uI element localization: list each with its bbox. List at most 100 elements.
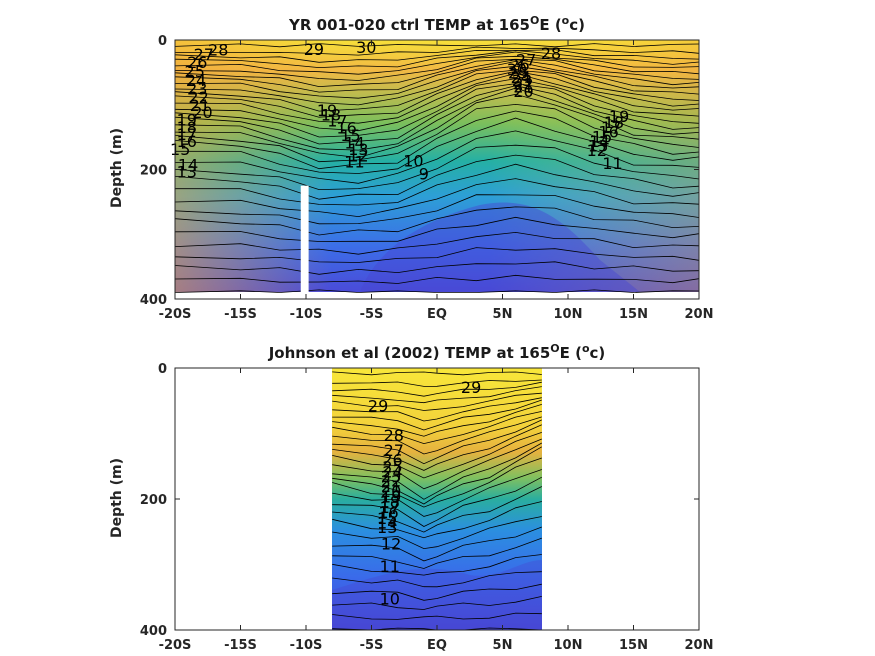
bottom-contour-line [332,419,542,465]
top-contour-label: 17 [601,118,621,137]
top-contour-line [175,50,699,69]
top-contour-line [175,261,699,275]
top-x-tick-label: 10N [554,307,583,322]
top-contour-line [175,65,699,106]
bottom-contour-line [332,381,542,397]
bottom-x-tick-label: 15N [619,638,648,653]
bottom-contour-label: 16 [378,503,398,522]
top-x-tick-label: -20S [159,307,192,322]
top-contour-line [175,93,699,159]
top-contour-line [175,83,699,138]
top-contour-line [175,85,699,145]
top-contour-label: 23 [187,80,207,99]
top-contour-line [175,206,699,236]
top-y-tick-label: 200 [140,164,167,179]
bottom-contour-label: 13 [377,518,397,537]
bottom-contour-line [332,526,542,562]
top-contour-line [175,59,699,93]
top-x-tick-label: EQ [427,307,447,322]
bottom-axes: -20S -15S -10S -5S EQ 5N 10N 15N 20N 0 200 400 [140,362,714,653]
top-contour-label: 30 [507,60,527,79]
top-contour-line [175,274,699,284]
top-contour-label: 24 [511,68,531,87]
top-contour-label: 28 [541,44,561,63]
top-contour-line [175,178,699,218]
top-contour-label: 14 [178,155,198,174]
top-contour-label: 25 [185,62,205,81]
bottom-contour-label: 29 [461,378,481,397]
bottom-contour-line [332,432,542,479]
bottom-contour-line [332,411,542,445]
top-x-tick-label: -10S [290,307,323,322]
top-contour-label: 16 [177,132,197,151]
top-contour-label: 12 [587,141,607,160]
top-cold-core [360,202,640,292]
top-contour-line [175,103,699,163]
top-x-tick-label: -15S [224,307,257,322]
bottom-x-tick-label: -20S [159,638,192,653]
bottom-x-tick-label: 5N [493,638,513,653]
top-contour-line [175,58,699,88]
top-contour-line [175,154,699,200]
top-contour-label: 15 [592,128,612,147]
bottom-contour-line [332,416,542,455]
top-contour-label: 19 [177,111,197,130]
top-contour-label: 29 [304,40,324,59]
top-contour-label: 20 [513,82,533,101]
top-contour-label: 20 [192,103,212,122]
bottom-contour-line [332,371,542,376]
top-x-tick-label: 15N [619,307,648,322]
top-contour-label: 13 [177,162,197,181]
top-contour-line [175,55,699,81]
bottom-x-tick-label: 20N [685,638,714,653]
bottom-contour-label: 10 [380,590,400,609]
bottom-contour-line [332,537,542,569]
bottom-contour-line [332,476,542,527]
top-axes: -20S -15S -10S -5S EQ 5N 10N 15N 20N 0 200 400 [140,34,714,322]
bottom-contour-label: 14 [377,514,397,533]
top-x-tick-label: 5N [493,307,513,322]
top-contour-label: 27 [194,45,214,64]
top-contour-line [175,110,699,170]
bottom-contour-line [332,397,542,422]
bottom-contour-label: 26 [382,451,402,470]
top-contour-label: 13 [348,140,368,159]
top-contour-label: 18 [604,113,624,132]
bottom-contour-line [332,446,542,505]
bottom-contour-line [332,469,542,517]
bottom-contour-label: 17 [380,498,400,517]
top-contour-label: 27 [516,50,536,69]
bottom-contour-lines [332,371,542,630]
bottom-contour-label: 29 [368,396,388,415]
top-contour-line [175,46,699,56]
bottom-contour-line [332,392,542,411]
top-contour-line [175,130,699,184]
top-contour-line [175,231,699,255]
bottom-contour-line [332,424,542,471]
top-contour-label: 17 [327,111,347,130]
top-contour-label: 25 [508,63,528,82]
top-contour-label: 24 [186,71,206,90]
top-contour-line [175,43,699,48]
bottom-x-tick-label: -5S [360,638,384,653]
top-y-axis-label: Depth (m) [109,128,125,208]
bottom-contour-line [332,596,542,610]
bottom-y-axis-label: Depth (m) [109,458,125,538]
bottom-contour-label: 12 [381,535,401,554]
top-contour-label: 11 [344,153,364,172]
top-contour-label: 11 [602,154,622,173]
top-contour-line [175,144,699,191]
top-contour-line [175,51,699,75]
top-contour-label: 12 [348,146,368,165]
top-contour-label: 16 [598,122,618,141]
top-contour-line [175,70,699,118]
bottom-contour-label: 22 [381,472,401,491]
top-contour-label: 14 [589,132,609,151]
top-contour-label: 17 [177,125,197,144]
top-contour-label: 13 [588,137,608,156]
top-contour-line [175,117,699,174]
top-contour-label: 26 [509,56,529,75]
bottom-contour-label: 27 [384,441,404,460]
